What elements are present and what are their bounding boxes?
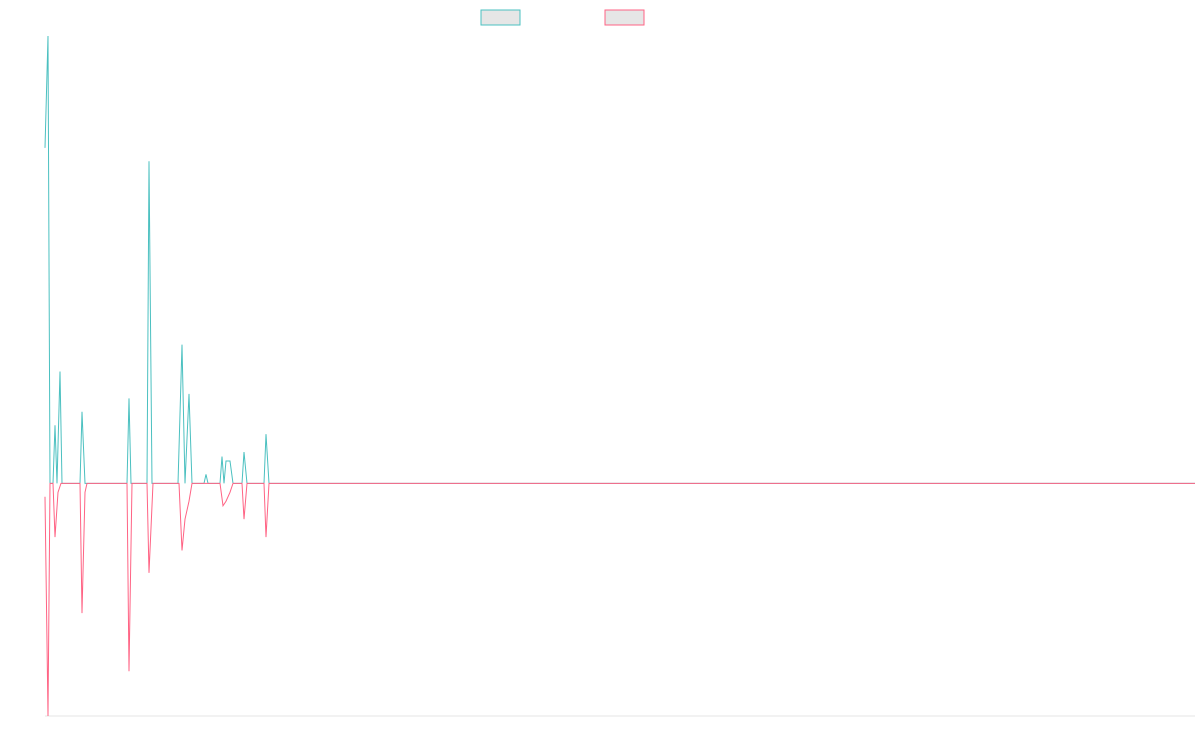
series-line [44,482,1195,717]
legend-swatch [604,9,645,26]
legend-swatch [480,9,521,26]
series-line [44,35,1195,484]
